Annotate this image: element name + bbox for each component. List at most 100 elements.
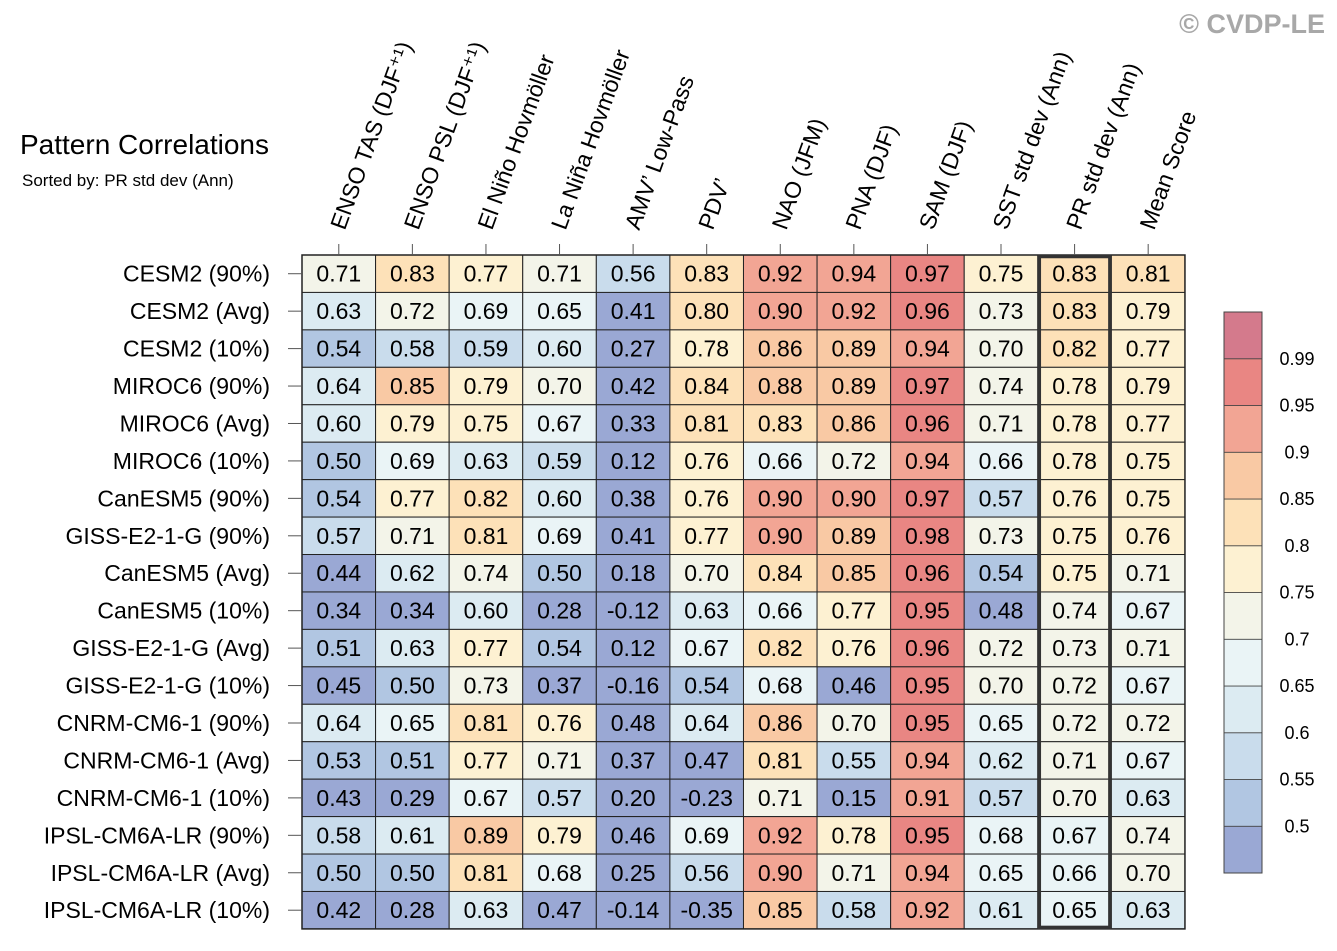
heatmap-cell: [595, 741, 671, 780]
cell-value-label: 0.37: [611, 747, 656, 773]
heatmap-cell: [742, 628, 818, 668]
heatmap-cell: [742, 404, 818, 443]
column-label: El Niño Hovmöller: [472, 51, 559, 233]
colorbar-tick-label: 0.95: [1279, 396, 1314, 416]
heatmap-grid: 0.71 0.83 0.77 0.71 0.56 0.83 0.92 0.94 0.97 0.75…: [301, 254, 1186, 930]
cell-value-label: 0.53: [316, 747, 361, 773]
cell-value-label: 0.56: [684, 860, 729, 886]
cell-value-label: 0.90: [758, 298, 803, 324]
cell-value-label: 0.67: [537, 410, 582, 436]
cell-value-label: 0.57: [979, 785, 1024, 811]
colorbar-border: [1223, 311, 1263, 874]
cell-value-label: 0.94: [905, 448, 950, 474]
column-label: La Niña Hovmöller: [546, 46, 635, 233]
cell-value-label: 0.65: [1052, 897, 1097, 923]
cell-value-label: 0.86: [831, 410, 876, 436]
cell-value-label: 0.94: [831, 261, 876, 287]
heatmap-cell: [1037, 291, 1112, 331]
cell-value-label: 0.38: [611, 485, 656, 511]
cell-value-label: 0.81: [758, 747, 803, 773]
cell-value-label: 0.48: [611, 710, 656, 736]
cell-value-label: 0.60: [537, 336, 582, 362]
cell-value-label: 0.42: [611, 373, 656, 399]
cell-value-label: 0.78: [1052, 410, 1097, 436]
cell-value-label: 0.86: [758, 710, 803, 736]
heatmap-cell: [1037, 778, 1112, 818]
column-label: SAM (DJF): [914, 117, 977, 233]
cell-value-label: 0.67: [1126, 747, 1171, 773]
cell-value-label: 0.64: [316, 373, 361, 399]
colorbar-tick-label: 0.55: [1279, 770, 1314, 790]
cell-value-label: 0.77: [390, 485, 435, 511]
cell-value-label: 0.68: [537, 860, 582, 886]
cell-value-label: 0.57: [537, 785, 582, 811]
heatmap-cell: [890, 291, 965, 331]
column-label: SST std dev (Ann): [987, 48, 1076, 233]
cell-value-label: 0.92: [905, 897, 950, 923]
heatmap-cell: [1037, 404, 1112, 443]
column-label: ENSO TAS (DJF⁺¹): [325, 38, 417, 233]
cell-value-label: 0.62: [979, 747, 1024, 773]
cell-value-label: 0.34: [316, 598, 361, 624]
cell-value-label: 0.89: [831, 523, 876, 549]
heatmap-cell: [522, 741, 597, 780]
heatmap-cell: [522, 366, 597, 406]
row-label: CESM2 (10%): [123, 336, 270, 362]
heatmap-cell: [595, 404, 671, 443]
heatmap-cell: [448, 628, 524, 668]
cell-value-label: 0.60: [316, 410, 361, 436]
highlighted-column-box: [1037, 254, 1112, 930]
heatmap-cell: [742, 666, 818, 705]
cell-value-label: 0.63: [390, 635, 435, 661]
heatmap-cell: [375, 554, 450, 593]
cell-value-label: 0.69: [537, 523, 582, 549]
cell-value-label: 0.37: [537, 673, 582, 699]
heatmap-cell: [375, 816, 450, 855]
cell-value-label: 0.76: [1052, 485, 1097, 511]
cell-value-label: 0.98: [905, 523, 950, 549]
cell-value-label: 0.85: [758, 897, 803, 923]
cell-value-label: 0.81: [464, 860, 509, 886]
cell-value-label: 0.66: [979, 448, 1024, 474]
colorbar-swatch: [1223, 311, 1263, 360]
row-labels: CESM2 (90%) CESM2 (Avg) CESM2 (10%) MIROC6 …: [44, 261, 302, 923]
cell-value-label: 0.90: [831, 485, 876, 511]
cell-value-label: 0.71: [537, 747, 582, 773]
heatmap-cell: [742, 816, 818, 855]
heatmap-cell: [963, 741, 1039, 780]
heatmap-cell: [742, 329, 818, 368]
cell-value-label: 0.60: [464, 598, 509, 624]
cell-value-label: 0.29: [390, 785, 435, 811]
chart-subtitle: Sorted by: PR std dev (Ann): [22, 171, 234, 190]
heatmap-cell: [301, 404, 377, 443]
heatmap-cell: [816, 816, 892, 855]
cell-value-label: 0.25: [611, 860, 656, 886]
cell-value-label: 0.28: [537, 598, 582, 624]
cell-value-label: 0.47: [684, 747, 729, 773]
cell-value-label: 0.67: [1126, 598, 1171, 624]
cell-value-label: 0.70: [831, 710, 876, 736]
cell-value-label: 0.83: [390, 261, 435, 287]
cell-value-label: -0.16: [607, 673, 659, 699]
cell-value-label: 0.70: [537, 373, 582, 399]
heatmap-cell: [1110, 254, 1186, 293]
cell-value-label: 0.58: [390, 336, 435, 362]
row-label: CNRM-CM6-1 (90%): [57, 710, 270, 736]
row-label: CanESM5 (Avg): [104, 560, 270, 586]
cell-value-label: 0.41: [611, 298, 656, 324]
heatmap-cell: [301, 254, 377, 293]
cell-value-label: 0.44: [316, 560, 361, 586]
heatmap-cell: [669, 404, 744, 443]
heatmap-cell: [669, 628, 744, 668]
column-label: AMV’ Low-Pass: [619, 72, 699, 233]
heatmap-cell: [816, 441, 892, 481]
heatmap-cell: [448, 516, 524, 556]
cell-value-label: 0.67: [1126, 673, 1171, 699]
cell-value-label: 0.83: [758, 410, 803, 436]
row-label: CESM2 (90%): [123, 261, 270, 287]
row-label: GISS-E2-1-G (10%): [66, 673, 271, 699]
cell-value-label: 0.50: [390, 673, 435, 699]
cell-value-label: 0.65: [537, 298, 582, 324]
cell-value-label: 0.67: [684, 635, 729, 661]
